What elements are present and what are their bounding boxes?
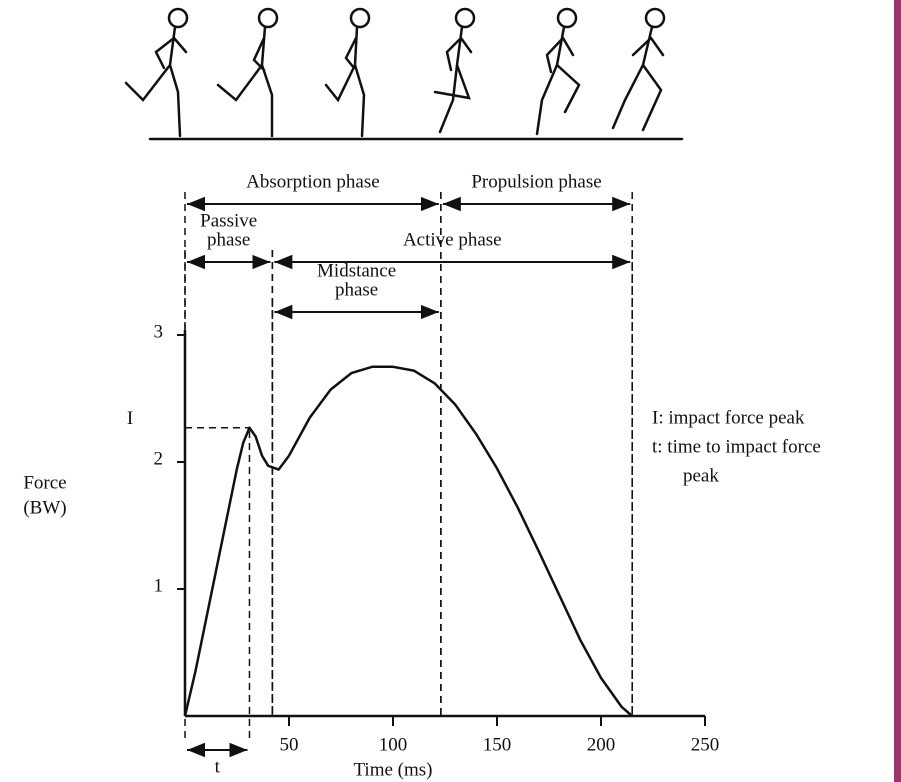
runner — [613, 9, 664, 130]
y-tick-label: 1 — [154, 575, 164, 596]
phase-label: Active phase — [403, 229, 502, 250]
note: t: time to impact force — [652, 436, 821, 457]
runner — [435, 9, 474, 132]
phase-label: phase — [207, 229, 250, 250]
chart: 1 2 3 50 100 150 200 250 Time (ms) Force (BW) I Abso… — [0, 0, 901, 782]
force-curve — [185, 367, 632, 716]
runner — [126, 9, 187, 136]
edge-stripe — [894, 0, 901, 782]
phase-label: phase — [335, 279, 378, 300]
y-tick-label: 2 — [154, 448, 164, 469]
runners — [126, 9, 682, 139]
impact-label: I — [127, 408, 133, 429]
y-axis-label: (BW) — [23, 497, 66, 518]
x-tick-label: 150 — [483, 734, 512, 755]
phase-label: Midstance — [317, 260, 396, 281]
phase-label: Propulsion phase — [471, 171, 601, 192]
y-tick-label: 3 — [154, 321, 164, 342]
x-tick-label: 250 — [691, 734, 720, 755]
runner — [537, 9, 579, 134]
phase-label: Absorption phase — [246, 171, 380, 192]
x-tick-label: 200 — [587, 734, 616, 755]
x-tick-label: 50 — [280, 734, 299, 755]
x-axis-label: Time (ms) — [353, 759, 432, 780]
note: peak — [683, 465, 719, 486]
phase-label: Passive — [200, 210, 257, 231]
runner — [326, 9, 369, 136]
x-tick-label: 100 — [379, 734, 408, 755]
note: I: impact force peak — [652, 407, 805, 428]
y-axis-label: Force — [23, 472, 66, 493]
phase-label: t — [215, 756, 221, 777]
runner — [218, 9, 277, 136]
